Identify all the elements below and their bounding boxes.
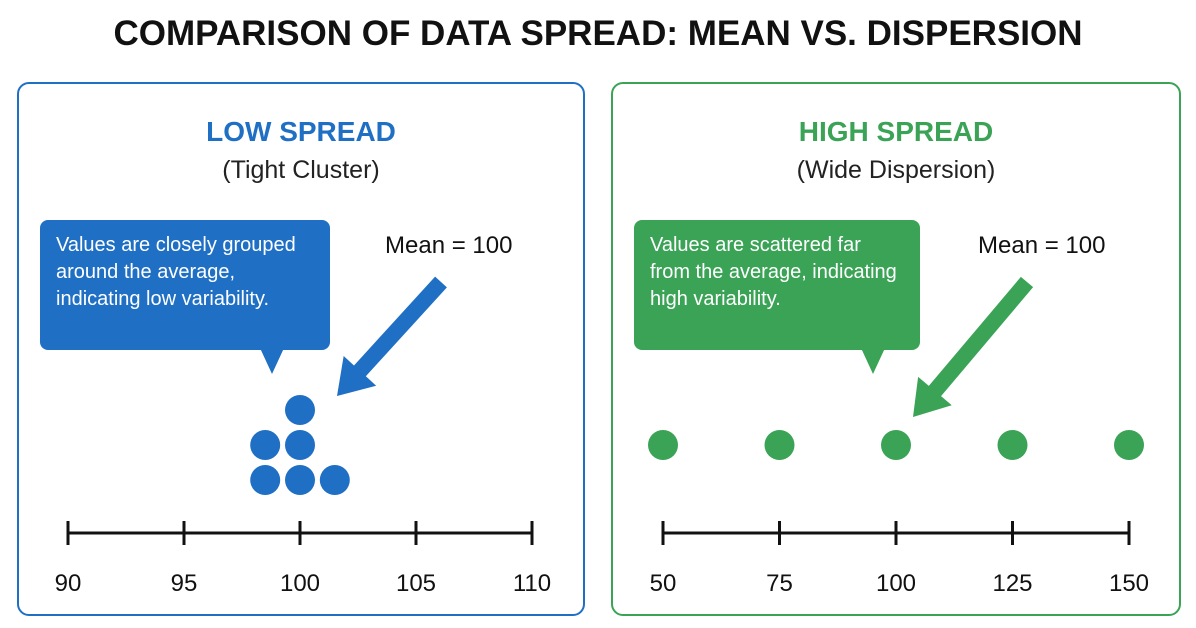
low-spread-subheading: (Tight Cluster): [222, 156, 380, 184]
low-spread-data-point: [285, 430, 315, 460]
high-spread-data-point: [997, 430, 1028, 460]
high-spread-tick-label: 100: [876, 570, 916, 597]
high-spread-chart: 50 75 100 125 150: [648, 276, 1149, 597]
low-spread-tick-label: 110: [513, 570, 551, 597]
low-spread-data-point: [319, 465, 350, 495]
high-spread-tick-label: 125: [992, 570, 1032, 597]
page-title: COMPARISON OF DATA SPREAD: MEAN VS. DISP…: [113, 14, 1083, 53]
low-spread-callout: Values are closely grouped around the av…: [40, 220, 330, 350]
high-spread-callout-tail: [861, 348, 885, 374]
high-spread-panel: 50 75 100 125 150 HIGH SPREAD (Wide Dispersi…: [611, 82, 1181, 616]
low-spread-tick-label: 105: [396, 570, 436, 597]
high-spread-subheading: (Wide Dispersion): [796, 156, 996, 184]
high-spread-data-point: [1114, 430, 1144, 460]
high-spread-tick-label: 150: [1109, 570, 1149, 597]
low-spread-tick-label: 100: [280, 570, 320, 597]
high-spread-mean-arrow-icon: [913, 276, 1034, 417]
high-spread-tick-label: 75: [766, 570, 793, 597]
low-spread-heading: LOW SPREAD: [206, 116, 396, 147]
low-spread-data-point: [285, 465, 315, 495]
high-spread-data-point: [648, 430, 678, 460]
low-spread-data-point: [285, 395, 315, 425]
high-spread-data-point: [881, 430, 911, 460]
high-spread-heading: HIGH SPREAD: [798, 116, 994, 147]
low-spread-callout-tail: [260, 348, 284, 374]
low-spread-panel: 90 95 100 105 110 LOW SPREAD (Tight Cluster)…: [17, 82, 585, 616]
high-spread-callout: Values are scattered far from the averag…: [634, 220, 920, 350]
low-spread-mean-arrow-icon: [337, 276, 447, 396]
low-spread-tick-label: 95: [171, 570, 198, 597]
high-spread-tick-label: 50: [650, 570, 677, 597]
high-spread-mean-label: Mean = 100: [978, 232, 1106, 259]
low-spread-data-point: [250, 430, 281, 460]
high-spread-data-point: [764, 430, 795, 460]
low-spread-tick-label: 90: [55, 570, 82, 597]
low-spread-chart: 90 95 100 105 110: [55, 276, 551, 597]
low-spread-data-point: [250, 465, 281, 495]
low-spread-mean-label: Mean = 100: [385, 232, 513, 259]
